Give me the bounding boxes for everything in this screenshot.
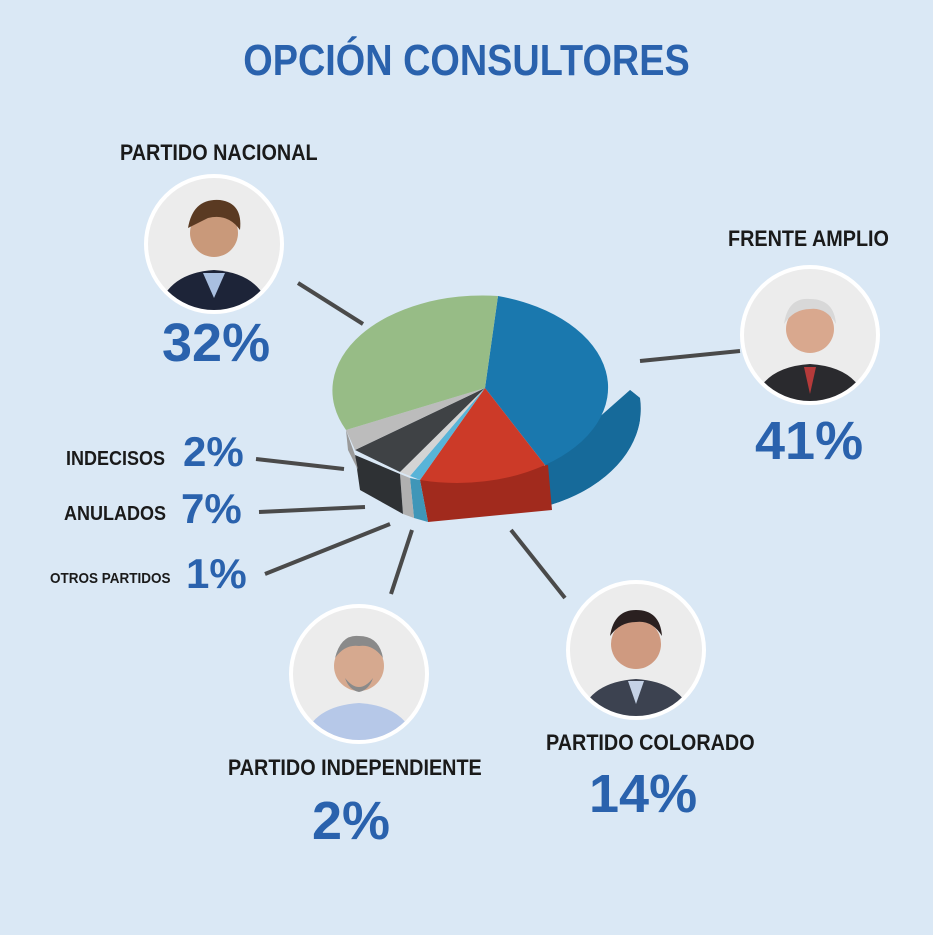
slice-anulados	[355, 388, 485, 472]
slice-partido-colorado	[420, 388, 545, 483]
photo-partido-nacional	[144, 174, 284, 314]
label-indecisos: INDECISOS	[66, 448, 166, 470]
label-partido-independiente: PARTIDO INDEPENDIENTE	[228, 755, 482, 780]
pct-otros-partidos: 1%	[186, 550, 247, 597]
chart-title: OPCIÓN CONSULTORES	[243, 36, 690, 85]
person-icon	[754, 298, 866, 401]
leader-lines	[255, 281, 741, 600]
photo-partido-independiente	[289, 604, 429, 744]
label-partido-colorado: PARTIDO COLORADO	[546, 730, 755, 755]
person-icon	[158, 199, 270, 310]
label-partido-nacional: PARTIDO NACIONAL	[120, 140, 318, 165]
person-icon	[303, 635, 415, 740]
person-icon	[580, 610, 692, 716]
slice-indecisos	[346, 388, 485, 450]
pie-top	[332, 295, 609, 483]
pct-partido-independiente: 2%	[312, 791, 391, 851]
pct-anulados: 7%	[181, 485, 242, 532]
label-frente-amplio: FRENTE AMPLIO	[728, 226, 889, 251]
slice-frente-amplio	[485, 296, 609, 465]
pct-partido-nacional: 32%	[162, 313, 271, 373]
photo-partido-colorado	[566, 580, 706, 720]
photo-frente-amplio	[740, 265, 880, 405]
pct-indecisos: 2%	[183, 428, 244, 475]
pct-partido-colorado: 14%	[589, 764, 698, 824]
slice-otros-partidos	[400, 388, 485, 476]
label-otros-partidos: OTROS PARTIDOS	[50, 570, 171, 587]
label-anulados: ANULADOS	[64, 503, 167, 525]
pct-frente-amplio: 41%	[755, 411, 864, 471]
slice-partido-independiente	[410, 388, 485, 480]
slice-partido-nacional	[332, 295, 498, 430]
